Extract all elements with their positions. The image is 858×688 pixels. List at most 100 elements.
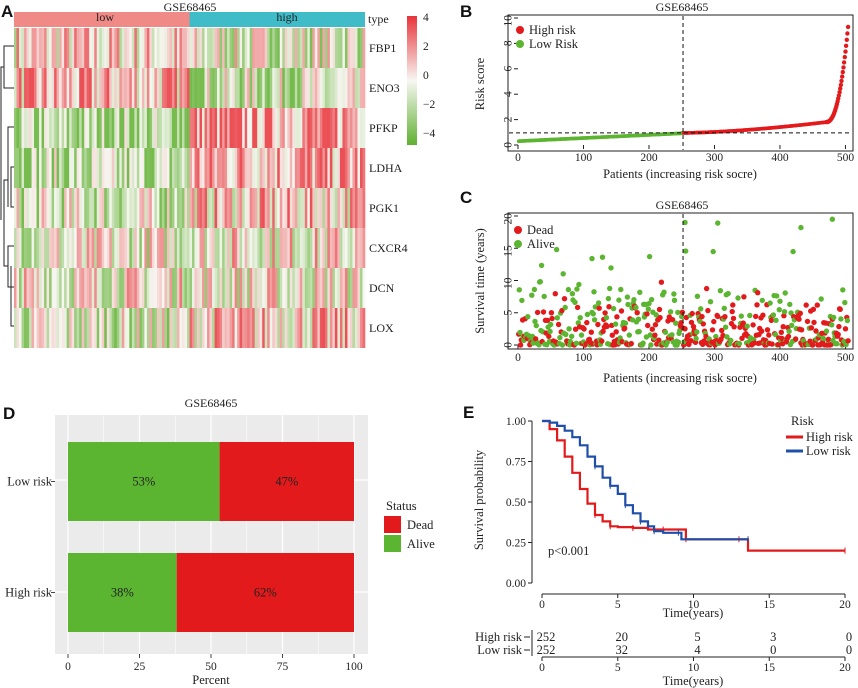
x-tick-label: 50 xyxy=(205,661,217,673)
heatmap-cell xyxy=(197,188,200,228)
heatmap-cell xyxy=(114,108,118,148)
heatmap-cell xyxy=(131,308,135,348)
survival-point xyxy=(715,313,721,320)
heatmap-cell xyxy=(349,148,353,188)
heatmap-cell xyxy=(327,108,331,148)
survival-point xyxy=(574,304,581,311)
heatmap-cell xyxy=(106,268,110,308)
survival-point xyxy=(798,224,804,231)
heatmap-cell xyxy=(304,108,308,148)
heatmap-cell xyxy=(74,148,77,188)
heatmap-cell xyxy=(347,308,351,348)
survival-point xyxy=(823,328,830,334)
heatmap-cell xyxy=(151,188,155,228)
heatmap-cell xyxy=(299,228,303,268)
heatmap-cell xyxy=(229,228,233,268)
heatmap-cell xyxy=(312,308,316,348)
heatmap-cell xyxy=(224,308,228,348)
heatmap-cell xyxy=(229,148,233,188)
survival-point xyxy=(633,304,639,311)
heatmap-cell xyxy=(86,28,90,68)
survival-point xyxy=(693,335,699,342)
heatmap-cell xyxy=(41,28,45,68)
heatmap-cell xyxy=(41,108,45,148)
heatmap-cell xyxy=(259,308,263,348)
heatmap-cell xyxy=(96,68,100,108)
heatmap-cell xyxy=(86,68,90,108)
survival-point xyxy=(602,310,608,316)
heatmap-cell xyxy=(166,28,170,68)
heatmap-cell xyxy=(199,28,203,68)
heatmap-cell xyxy=(307,108,311,148)
heatmap-cell xyxy=(116,308,120,348)
heatmap-cell xyxy=(171,148,175,188)
heatmap-cell xyxy=(96,28,100,68)
heatmap-cell xyxy=(229,28,233,68)
heatmap-cell xyxy=(136,68,140,108)
color-scale-bar xyxy=(407,16,417,145)
heatmap-cell xyxy=(49,308,52,348)
heatmap-cell xyxy=(104,188,108,228)
heatmap-cell xyxy=(189,188,193,228)
heatmap-cell xyxy=(199,188,203,228)
heatmap-cell xyxy=(354,108,358,148)
survival-point xyxy=(842,326,849,332)
heatmap-cell xyxy=(69,308,72,348)
annotation-high-block xyxy=(189,12,365,27)
heatmap-cell xyxy=(81,188,85,228)
heatmap-cell xyxy=(51,228,55,268)
heatmap-cell xyxy=(31,308,35,348)
survival-point xyxy=(688,319,695,326)
heatmap-cell xyxy=(84,108,88,148)
heatmap-cell xyxy=(49,68,52,108)
heatmap-cell xyxy=(189,268,193,308)
heatmap-cell xyxy=(227,28,230,68)
heatmap-cell xyxy=(151,28,155,68)
heatmap-cell xyxy=(239,108,243,148)
heatmap-cell xyxy=(264,188,268,228)
heatmap-cell xyxy=(164,308,168,348)
heatmap-cell xyxy=(161,188,165,228)
heatmap-cell xyxy=(106,228,110,268)
heatmap-cell xyxy=(332,228,336,268)
heatmap-cell xyxy=(91,188,95,228)
heatmap-cell xyxy=(247,228,250,268)
heatmap-cell xyxy=(84,308,88,348)
survival-point xyxy=(664,339,670,346)
heatmap-cell xyxy=(207,148,210,188)
heatmap-cell xyxy=(34,68,37,108)
color-scale-ticks: 420−2−4 xyxy=(423,12,435,140)
heatmap-cell xyxy=(61,268,65,308)
heatmap-cell xyxy=(212,108,215,148)
heatmap-cell xyxy=(64,228,67,268)
heatmap-cell xyxy=(294,308,298,348)
heatmap-cell xyxy=(41,188,45,228)
heatmap-cell xyxy=(309,28,313,68)
survival-point xyxy=(645,306,651,312)
heatmap-cell xyxy=(232,228,235,268)
heatmap-cell xyxy=(181,228,185,268)
heatmap-cell xyxy=(136,148,140,188)
survival-point xyxy=(530,340,536,346)
heatmap-cell xyxy=(106,68,110,108)
heatmap-cell xyxy=(16,308,20,348)
heatmap-cell xyxy=(164,268,168,308)
heatmap-cell xyxy=(287,148,291,188)
y-category-label: High risk xyxy=(5,586,53,600)
survival-point xyxy=(738,313,744,319)
heatmap-cell xyxy=(234,308,238,348)
heatmap-cell xyxy=(149,188,153,228)
heatmap-cell xyxy=(259,68,263,108)
survival-point xyxy=(622,320,629,326)
heatmap-cell xyxy=(149,228,153,268)
heatmap-cell xyxy=(21,68,25,108)
heatmap-cell xyxy=(74,228,77,268)
heatmap-cell xyxy=(99,188,103,228)
heatmap-row-pgk1 xyxy=(14,188,366,228)
heatmap-cell xyxy=(26,68,30,108)
heatmap-cell xyxy=(362,148,366,188)
legend-label: Low Risk xyxy=(529,37,579,51)
heatmap-cell xyxy=(91,68,95,108)
heatmap-cell xyxy=(292,188,296,228)
heatmap-cell xyxy=(106,148,110,188)
